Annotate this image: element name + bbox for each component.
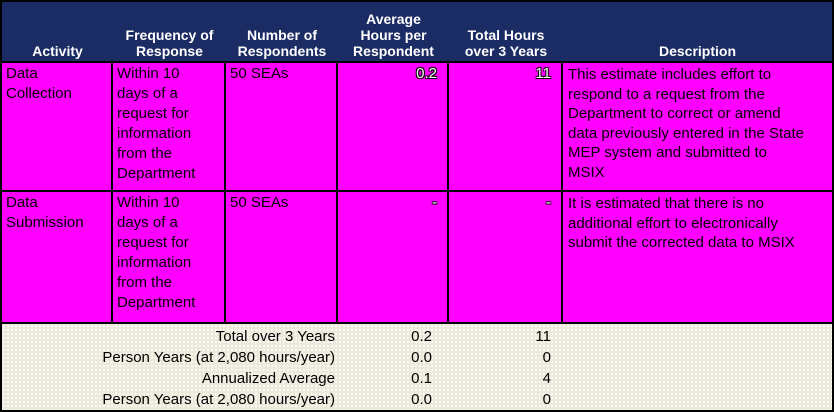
header-label-avg-hours: Average Hours per Respondent	[353, 11, 434, 59]
header-cell-avg-hours: Average Hours per Respondent	[338, 2, 449, 61]
header-cell-description: Description	[563, 2, 832, 61]
summary-total-hours: 0	[542, 391, 551, 408]
summary-avg-hours: 0.0	[411, 349, 432, 366]
summary-avg-hours: 0.0	[411, 391, 432, 408]
cell-activity: Data Collection	[2, 63, 113, 190]
summary-label: Person Years (at 2,080 hours/year)	[102, 349, 335, 366]
summary-row-total: Total over 3 Years 0.2 11	[2, 326, 832, 347]
cell-total-hours: -	[449, 192, 563, 322]
header-label-total-hours: Total Hours over 3 Years	[464, 27, 548, 59]
cell-frequency: Within 10 days of a request for informat…	[113, 192, 226, 322]
table-row-data-submission: Data Submission Within 10 days of a requ…	[2, 192, 832, 324]
summary-total-hours: 4	[542, 370, 551, 387]
header-cell-total-hours: Total Hours over 3 Years	[449, 2, 563, 61]
header-label-frequency: Frequency of Response	[125, 27, 214, 59]
cell-description: It is estimated that there is no additio…	[568, 195, 795, 251]
summary-row-person-years-annualized: Person Years (at 2,080 hours/year) 0.0 0	[2, 389, 832, 410]
summary-label: Person Years (at 2,080 hours/year)	[102, 391, 335, 408]
summary-avg-hours: 0.1	[411, 370, 432, 387]
header-cell-frequency: Frequency of Response	[113, 2, 226, 61]
cell-frequency: Within 10 days of a request for informat…	[113, 63, 226, 190]
summary-avg-hours: 0.2	[411, 328, 432, 345]
summary-label: Annualized Average	[201, 370, 335, 387]
cell-description: This estimate includes effort to respond…	[568, 66, 804, 181]
summary-total-hours: 0	[542, 349, 551, 366]
cell-activity: Data Submission	[2, 192, 113, 322]
header-label-respondents: Number of Respondents	[237, 27, 327, 59]
cell-total-hours: 11	[449, 63, 563, 190]
header-cell-respondents: Number of Respondents	[226, 2, 338, 61]
cell-avg-hours: -	[338, 192, 449, 322]
cell-respondents: 50 SEAs	[226, 192, 338, 322]
table-header-row: Activity Frequency of Response Number of…	[2, 2, 832, 63]
header-label-activity: Activity	[32, 43, 83, 59]
summary-row-annualized-average: Annualized Average 0.1 4	[2, 368, 832, 389]
header-label-description: Description	[658, 43, 736, 59]
cell-respondents: 50 SEAs	[226, 63, 338, 190]
summary-total-hours: 11	[535, 328, 551, 345]
header-cell-activity: Activity	[2, 2, 113, 61]
table-row-data-collection: Data Collection Within 10 days of a requ…	[2, 63, 832, 192]
summary-row-person-years: Person Years (at 2,080 hours/year) 0.0 0	[2, 347, 832, 368]
summary-section: Total over 3 Years 0.2 11 Person Years (…	[2, 324, 832, 410]
summary-label: Total over 3 Years	[215, 328, 335, 345]
cell-avg-hours: 0.2	[338, 63, 449, 190]
